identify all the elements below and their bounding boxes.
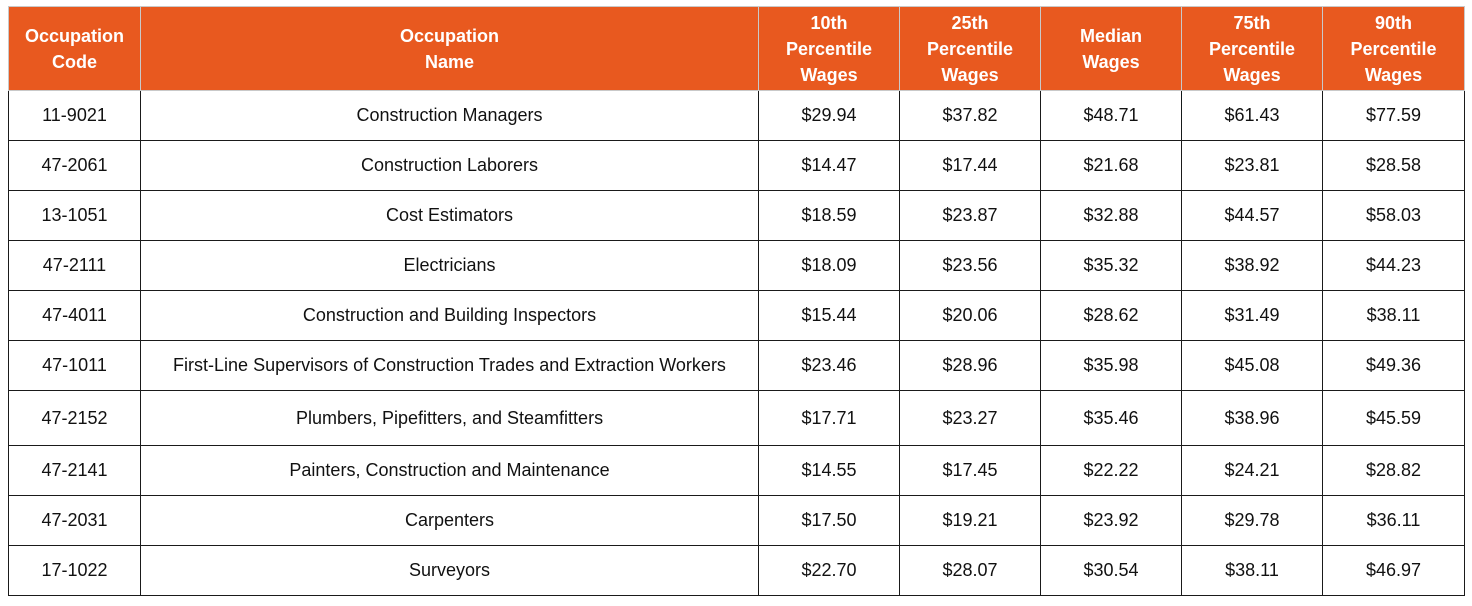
table-cell: $23.87 (899, 190, 1041, 241)
table-cell: $58.03 (1322, 190, 1465, 241)
column-header: 90th Percentile Wages (1322, 6, 1465, 91)
table-cell: $35.98 (1040, 340, 1182, 391)
table-cell: $61.43 (1181, 90, 1323, 141)
column-header: Occupation Name (140, 6, 759, 91)
table-row: 11-9021 Construction Managers $29.94 $37.82… (8, 90, 1465, 141)
table-cell: $23.92 (1040, 495, 1182, 546)
column-header-text: 75th Percentile Wages (1208, 12, 1296, 85)
table-cell: $28.96 (899, 340, 1041, 391)
table-cell: $44.23 (1322, 240, 1465, 291)
table-cell: $22.70 (758, 545, 900, 596)
table-cell: $37.82 (899, 90, 1041, 141)
table-cell: Painters, Construction and Maintenance (140, 445, 759, 496)
table-cell: Electricians (140, 240, 759, 291)
column-header: 75th Percentile Wages (1181, 6, 1323, 91)
table-cell: 47-4011 (8, 290, 141, 341)
table-cell: $35.32 (1040, 240, 1182, 291)
table-cell: First-Line Supervisors of Construction T… (140, 340, 759, 391)
table-cell: $17.45 (899, 445, 1041, 496)
table-cell: $17.44 (899, 140, 1041, 191)
table-cell: $48.71 (1040, 90, 1182, 141)
table-cell: $23.56 (899, 240, 1041, 291)
table-row: 17-1022 Surveyors $22.70 $28.07 $30.54 $38.11… (8, 545, 1465, 596)
column-header-text: Occupation Name (399, 25, 499, 72)
column-header-text: Median Wages (1079, 25, 1142, 72)
table-cell: $28.62 (1040, 290, 1182, 341)
table-cell: $28.58 (1322, 140, 1465, 191)
table-cell: $46.97 (1322, 545, 1465, 596)
table-cell: $45.59 (1322, 390, 1465, 446)
table-row: 47-2141 Painters, Construction and Mainte… (8, 445, 1465, 496)
column-header: Median Wages (1040, 6, 1182, 91)
table-cell: 17-1022 (8, 545, 141, 596)
table-cell: $22.22 (1040, 445, 1182, 496)
wage-table: Occupation Code Occupation Name 10th Perce… (8, 6, 1465, 596)
table-cell: $15.44 (758, 290, 900, 341)
table-cell: Construction Laborers (140, 140, 759, 191)
table-cell: $31.49 (1181, 290, 1323, 341)
column-header-text: 10th Percentile Wages (785, 12, 873, 85)
table-cell: Cost Estimators (140, 190, 759, 241)
table-cell: $38.96 (1181, 390, 1323, 446)
table-cell: $18.59 (758, 190, 900, 241)
table-cell: $38.11 (1322, 290, 1465, 341)
table-cell: Carpenters (140, 495, 759, 546)
table-cell: $38.11 (1181, 545, 1323, 596)
table-cell: $21.68 (1040, 140, 1182, 191)
table-row: 13-1051 Cost Estimators $18.59 $23.87 $32.88… (8, 190, 1465, 241)
table-cell: $49.36 (1322, 340, 1465, 391)
column-header-text: Occupation Code (24, 25, 124, 72)
table-cell: $36.11 (1322, 495, 1465, 546)
table-cell: $23.27 (899, 390, 1041, 446)
column-header: Occupation Code (8, 6, 141, 91)
column-header-text: 25th Percentile Wages (926, 12, 1014, 85)
table-cell: 47-2152 (8, 390, 141, 446)
table-cell: $30.54 (1040, 545, 1182, 596)
table-row: 47-4011 Construction and Building Inspect… (8, 290, 1465, 341)
table-cell: $28.82 (1322, 445, 1465, 496)
table-cell: $14.47 (758, 140, 900, 191)
table-cell: $35.46 (1040, 390, 1182, 446)
table-row: 47-2061 Construction Laborers $14.47 $17.44… (8, 140, 1465, 191)
table-row: 47-2152 Plumbers, Pipefitters, and Steamf… (8, 390, 1465, 446)
table-cell: 47-2141 (8, 445, 141, 496)
table-cell: $20.06 (899, 290, 1041, 341)
column-header: 25th Percentile Wages (899, 6, 1041, 91)
table-header: Occupation Code Occupation Name 10th Perce… (8, 6, 1465, 91)
table-cell: $17.71 (758, 390, 900, 446)
table-cell: Surveyors (140, 545, 759, 596)
table-cell: $32.88 (1040, 190, 1182, 241)
table-body: 11-9021 Construction Managers $29.94 $37.82… (8, 90, 1465, 596)
table-cell: $17.50 (758, 495, 900, 546)
table-cell: $29.78 (1181, 495, 1323, 546)
table-cell: $29.94 (758, 90, 900, 141)
table-cell: Construction Managers (140, 90, 759, 141)
table-row: 47-1011 First-Line Supervisors of Constru… (8, 340, 1465, 391)
table-cell: $19.21 (899, 495, 1041, 546)
table-cell: 47-2031 (8, 495, 141, 546)
table-cell: $28.07 (899, 545, 1041, 596)
column-header: 10th Percentile Wages (758, 6, 900, 91)
table-cell: 47-2061 (8, 140, 141, 191)
table-cell: $23.81 (1181, 140, 1323, 191)
table-cell: $44.57 (1181, 190, 1323, 241)
header-row: Occupation Code Occupation Name 10th Perce… (8, 6, 1465, 91)
table-cell: 13-1051 (8, 190, 141, 241)
table-row: 47-2031 Carpenters $17.50 $19.21 $23.92 $29.7… (8, 495, 1465, 546)
table-cell: $38.92 (1181, 240, 1323, 291)
table-cell: 47-2111 (8, 240, 141, 291)
table-cell: 11-9021 (8, 90, 141, 141)
table-cell: Plumbers, Pipefitters, and Steamfitters (140, 390, 759, 446)
table-cell: $77.59 (1322, 90, 1465, 141)
table-cell: $45.08 (1181, 340, 1323, 391)
table-row: 47-2111 Electricians $18.09 $23.56 $35.32 $38… (8, 240, 1465, 291)
table-cell: $14.55 (758, 445, 900, 496)
table-cell: $18.09 (758, 240, 900, 291)
table-cell: $24.21 (1181, 445, 1323, 496)
table-cell: 47-1011 (8, 340, 141, 391)
column-header-text: 90th Percentile Wages (1350, 12, 1437, 85)
table-cell: $23.46 (758, 340, 900, 391)
table-cell: Construction and Building Inspectors (140, 290, 759, 341)
